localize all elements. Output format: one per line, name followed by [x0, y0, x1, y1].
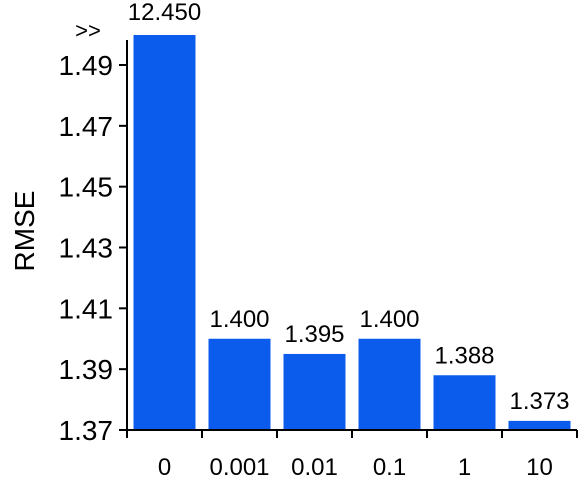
x-tick-label: 0.1: [373, 454, 406, 479]
y-tick-label: 1.45: [59, 172, 114, 203]
x-tick-label: 0.01: [291, 454, 338, 479]
value-label: 1.373: [509, 388, 569, 415]
value-labels: 12.450 1.400 1.395 1.400 1.388 1.373: [128, 0, 570, 415]
y-tick-label: 1.47: [59, 111, 114, 142]
x-tick-label: 0: [158, 454, 171, 479]
y-tick-label: 1.37: [59, 415, 114, 446]
bar: [133, 35, 196, 430]
bar: [433, 375, 496, 430]
y-axis-label: RMSE: [9, 191, 40, 272]
y-tick-label: 1.39: [59, 354, 114, 385]
bar: [508, 420, 571, 430]
y-tick-label: 1.49: [59, 50, 114, 81]
x-tick-label: 1: [458, 454, 471, 479]
x-tick-label: 10: [526, 454, 553, 479]
bar: [283, 353, 346, 430]
clipped-marker: >>: [75, 18, 101, 43]
value-label: 1.400: [359, 306, 419, 333]
bars: [133, 35, 571, 430]
y-ticks: 1.37 1.39 1.41 1.43 1.45 1.47 1.49: [59, 50, 127, 446]
value-label: 1.400: [209, 306, 269, 333]
bar: [208, 338, 271, 430]
x-ticks: 0 0.001 0.01 0.1 1 10: [126, 430, 578, 479]
bar: [358, 338, 421, 430]
x-tick-label: 0.001: [209, 454, 269, 479]
value-label: 1.388: [434, 342, 494, 369]
value-label: 1.395: [284, 321, 344, 348]
y-tick-label: 1.43: [59, 233, 114, 264]
y-tick-label: 1.41: [59, 293, 114, 324]
value-label: 12.450: [128, 0, 201, 26]
